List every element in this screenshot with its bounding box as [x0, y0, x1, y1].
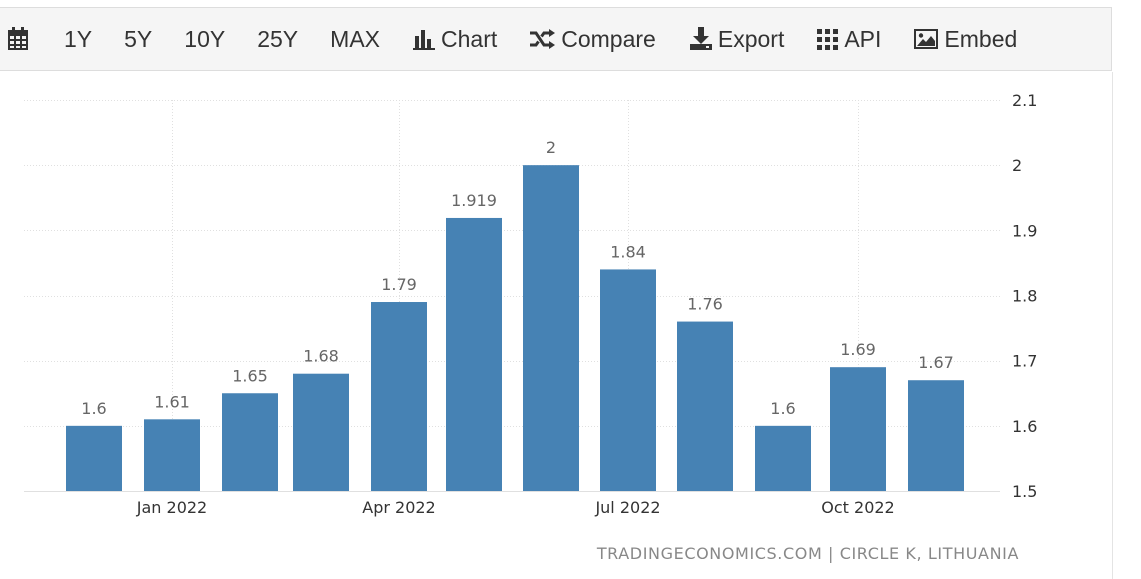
bar-value-label: 1.76 — [687, 295, 723, 314]
chart-right-border — [1112, 72, 1113, 579]
x-tick-label: Oct 2022 — [821, 498, 894, 517]
bar-value-label: 1.6 — [770, 399, 795, 418]
bar-value-label: 1.68 — [303, 347, 339, 366]
bars — [66, 165, 964, 491]
embed-label: Embed — [944, 25, 1018, 52]
x-axis-ticks: Jan 2022 Apr 2022 Jul 2022 Oct 2022 — [136, 498, 895, 517]
y-tick-label: 2.1 — [1012, 91, 1037, 110]
range-25y-label: 25Y — [257, 25, 299, 52]
bar-value-label: 1.79 — [381, 275, 417, 294]
x-tick-label: Apr 2022 — [362, 498, 435, 517]
download-icon — [689, 27, 712, 51]
bar — [293, 373, 349, 491]
bar — [222, 393, 278, 491]
range-max-button[interactable]: MAX — [330, 8, 380, 70]
export-label: Export — [717, 25, 785, 52]
bar — [66, 425, 122, 491]
range-1y-label: 1Y — [64, 25, 93, 52]
range-1y-button[interactable]: 1Y — [64, 8, 92, 70]
x-tick-label: Jan 2022 — [136, 498, 207, 517]
compare-label: Compare — [561, 25, 656, 52]
shuffle-icon — [529, 29, 556, 49]
y-tick-label: 1.6 — [1012, 417, 1037, 436]
bar — [908, 380, 964, 491]
bar — [830, 367, 886, 491]
calendar-icon — [7, 27, 29, 51]
export-button[interactable]: Export — [689, 8, 785, 70]
y-tick-label: 1.7 — [1012, 352, 1037, 371]
calendar-button[interactable] — [7, 8, 35, 70]
chart-label: Chart — [441, 25, 498, 52]
source-credit: TRADINGECONOMICS.COM | CIRCLE K, LITHUAN… — [596, 544, 1019, 563]
bar — [677, 321, 733, 491]
y-tick-label: 1.5 — [1012, 482, 1037, 501]
bar — [523, 165, 579, 491]
bar-value-label: 1.6 — [81, 399, 106, 418]
value-labels: 1.6 1.61 1.65 1.68 1.79 1.919 2 1.84 1.76 1.6 1.69… — [81, 138, 954, 418]
range-25y-button[interactable]: 25Y — [257, 8, 298, 70]
chart-button[interactable]: Chart — [413, 8, 497, 70]
bar — [371, 302, 427, 491]
bar — [446, 217, 502, 491]
bar — [600, 269, 656, 491]
range-5y-button[interactable]: 5Y — [124, 8, 152, 70]
api-label: API — [844, 25, 882, 52]
bar — [755, 425, 811, 491]
chart-svg: 1.6 1.61 1.65 1.68 1.79 1.919 2 1.84 1.76 1.6 1.69… — [24, 91, 1037, 517]
bar-chart: 1.6 1.61 1.65 1.68 1.79 1.919 2 1.84 1.76 1.6 1.69… — [0, 72, 1141, 579]
bar-value-label: 1.84 — [610, 242, 646, 261]
x-tick-label: Jul 2022 — [594, 498, 660, 517]
bar-value-label: 1.919 — [451, 191, 497, 210]
bar-value-label: 2 — [546, 138, 556, 157]
range-5y-label: 5Y — [124, 25, 153, 52]
bar-value-label: 1.65 — [232, 366, 268, 385]
bar — [144, 419, 200, 491]
range-10y-button[interactable]: 10Y — [184, 8, 225, 70]
api-button[interactable]: API — [817, 8, 881, 70]
range-10y-label: 10Y — [184, 25, 226, 52]
toolbar: 1Y 5Y 10Y 25Y MAX Chart Compare — [0, 7, 1112, 71]
bar-value-label: 1.67 — [918, 353, 954, 372]
image-icon — [914, 29, 939, 49]
y-axis-ticks: 1.5 1.6 1.7 1.8 1.9 2 2.1 — [1012, 91, 1037, 501]
compare-button[interactable]: Compare — [529, 8, 656, 70]
bar-value-label: 1.61 — [154, 392, 190, 411]
y-tick-label: 1.8 — [1012, 287, 1037, 306]
bar-value-label: 1.69 — [840, 340, 876, 359]
range-max-label: MAX — [330, 25, 380, 52]
y-tick-label: 2 — [1012, 156, 1022, 175]
embed-button[interactable]: Embed — [914, 8, 1017, 70]
grid-icon — [817, 28, 839, 50]
bar-chart-icon — [413, 28, 435, 50]
y-tick-label: 1.9 — [1012, 221, 1037, 240]
